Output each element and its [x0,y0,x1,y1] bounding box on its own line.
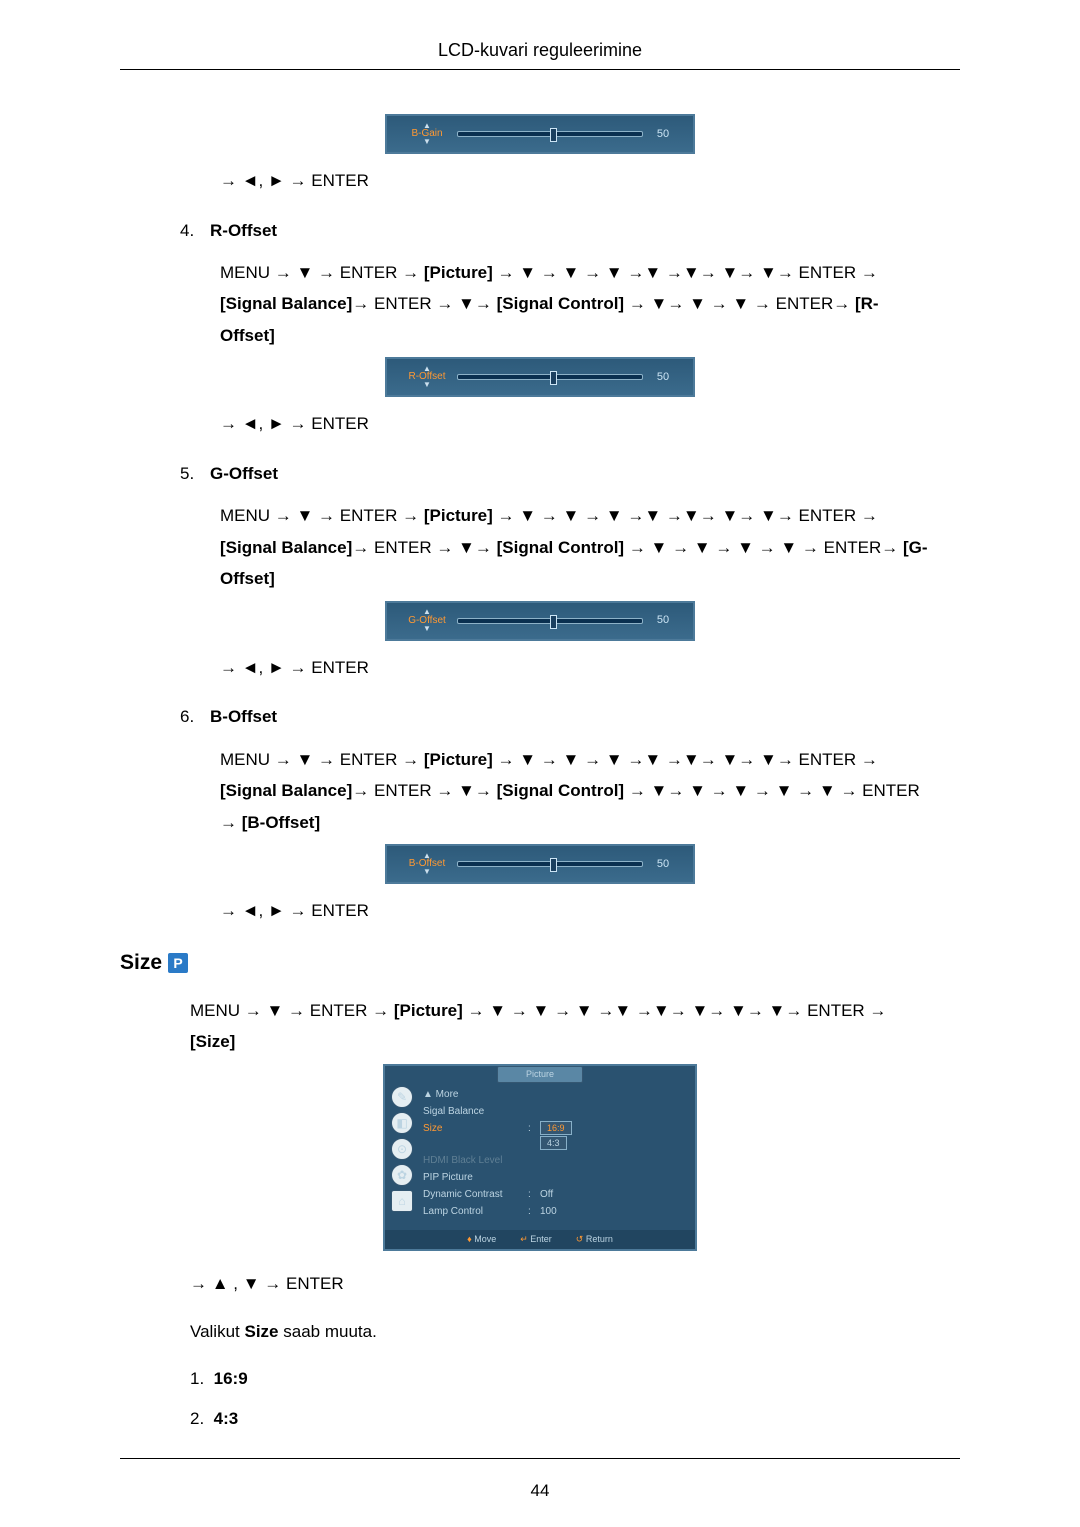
page-header-title: LCD-kuvari reguleerimine [0,40,1080,61]
osd-icon-5: ⌂ [391,1190,413,1212]
slider-b-offset: ▲ B-Offset ▼ 50 [385,844,695,884]
slider-r-offset: ▲ R-Offset ▼ 50 [385,357,695,397]
slider-g-offset-value: 50 [643,612,683,629]
slider-r-offset-value: 50 [643,369,683,386]
slider-b-offset-value: 50 [643,856,683,873]
osd-footer-enter: Enter [530,1234,552,1244]
osd-row-sigal-balance: Sigal Balance [423,1104,528,1119]
osd-row-lamp: Lamp Control [423,1204,528,1219]
bottom-rule [120,1458,960,1459]
p-badge-icon: P [168,953,188,973]
osd-row-lamp-val: 100 [540,1204,557,1219]
osd-icon-3: ⊙ [391,1138,413,1160]
nav-after-goffset: → ◄, ► → ENTER [220,655,960,681]
item4-label: R-Offset [210,218,277,244]
osd-tab-label: Picture [497,1066,583,1084]
osd-size-opt-43: 4:3 [540,1136,567,1150]
slider-g-offset: ▲ G-Offset ▼ 50 [385,601,695,641]
nav-after-roffset: → ◄, ► → ENTER [220,411,960,437]
osd-footer-return: Return [586,1234,613,1244]
osd-icon-1: ✎ [391,1086,413,1108]
osd-icon-2: ◧ [391,1112,413,1134]
osd-row-more: ▲ More [423,1087,528,1102]
page-number: 44 [0,1481,1080,1501]
item5-menu-path: MENU → ▼ → ENTER → [Picture] → ▼ → ▼ → ▼… [220,500,930,594]
size-menu-path: MENU → ▼ → ENTER → [Picture] → ▼ → ▼ → ▼… [190,995,930,1058]
nav-after-bgain: → ◄, ► → ENTER [220,168,960,194]
osd-row-dyncontrast: Dynamic Contrast [423,1187,528,1202]
osd-row-dyncontrast-val: Off [540,1187,553,1202]
osd-footer-move: Move [474,1234,496,1244]
item4-menu-path: MENU → ▼ → ENTER → [Picture] → ▼ → ▼ → ▼… [220,257,930,351]
osd-row-size: Size [423,1121,528,1151]
slider-b-gain: ▲ B-Gain ▼ 50 [385,114,695,154]
size-option-2: 2. 4:3 [190,1406,960,1432]
size-nav-updown: → ▲ , ▼ → ENTER [190,1271,960,1297]
size-description: Valikut Size saab muuta. [190,1319,960,1345]
size-heading: Size [120,947,162,979]
item5-number: 5. [180,461,210,487]
osd-size-opt-169: 16:9 [540,1121,572,1135]
osd-picture-menu: Picture ✎ ◧ ⊙ ✿ ⌂ ▲ More Sigal Balance S… [383,1064,697,1252]
size-option-1: 1. 16:9 [190,1366,960,1392]
item5-label: G-Offset [210,461,278,487]
item4-number: 4. [180,218,210,244]
nav-after-boffset: → ◄, ► → ENTER [220,898,960,924]
osd-row-hdmi-black: HDMI Black Level [423,1153,528,1168]
item6-label: B-Offset [210,704,277,730]
item6-number: 6. [180,704,210,730]
osd-row-pip: PIP Picture [423,1170,528,1185]
slider-b-gain-value: 50 [643,126,683,143]
osd-icon-4: ✿ [391,1164,413,1186]
item6-menu-path: MENU → ▼ → ENTER → [Picture] → ▼ → ▼ → ▼… [220,744,930,838]
